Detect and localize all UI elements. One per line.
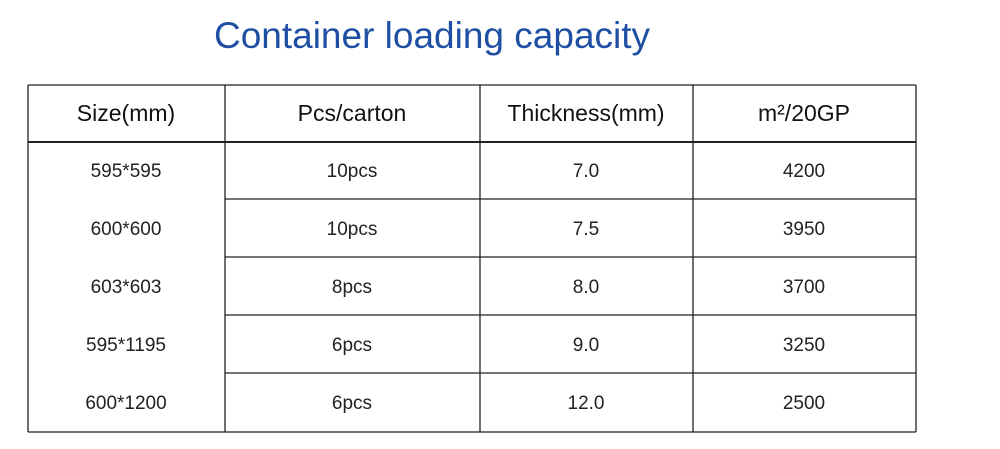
- table-cell: 3700: [783, 277, 825, 298]
- table-cell: 600*1200: [85, 393, 166, 414]
- table-cell: 3950: [783, 219, 825, 240]
- table-cell: 600*600: [91, 219, 162, 240]
- table-frame: [27, 84, 917, 433]
- table-cell: 8pcs: [332, 277, 372, 298]
- table-cell: 6pcs: [332, 335, 372, 356]
- table-cell: 2500: [783, 393, 825, 414]
- table-cell: 10pcs: [327, 219, 378, 240]
- table-cell: 7.5: [573, 219, 599, 240]
- table-cell: 3250: [783, 335, 825, 356]
- table-cell: 8.0: [573, 277, 599, 298]
- table-cell: 7.0: [573, 161, 599, 182]
- table-cell: 6pcs: [332, 393, 372, 414]
- title: Container loading capacity: [214, 15, 651, 56]
- header-cell: Size(mm): [77, 100, 175, 126]
- table-cell: 595*595: [91, 161, 162, 182]
- table-cell: 595*1195: [86, 335, 166, 356]
- header-cell: m²/20GP: [758, 100, 850, 126]
- table-cell: 10pcs: [327, 161, 378, 182]
- table-cell: 12.0: [568, 393, 605, 414]
- table-cell: 9.0: [573, 335, 599, 356]
- header-cell: Thickness(mm): [507, 100, 664, 126]
- table-cell: 4200: [783, 161, 825, 182]
- table-cell: 603*603: [91, 277, 162, 298]
- header-cell: Pcs/carton: [298, 100, 407, 126]
